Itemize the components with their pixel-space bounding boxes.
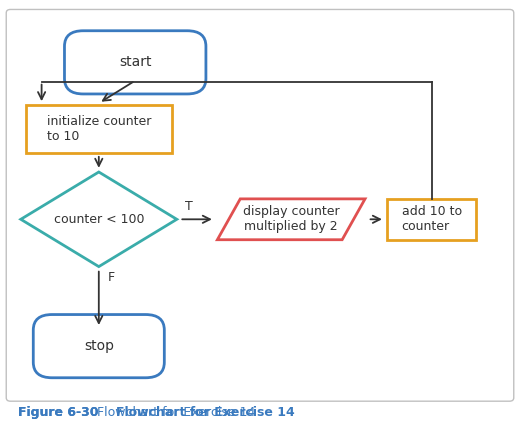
Text: start: start xyxy=(119,55,151,69)
FancyBboxPatch shape xyxy=(387,199,476,240)
FancyBboxPatch shape xyxy=(6,9,514,401)
FancyBboxPatch shape xyxy=(64,31,206,94)
Text: counter < 100: counter < 100 xyxy=(54,213,144,226)
Text: T: T xyxy=(185,200,192,213)
Text: Figure 6-30    Flowchart for Exercise 14: Figure 6-30 Flowchart for Exercise 14 xyxy=(18,406,295,419)
Text: add 10 to
counter: add 10 to counter xyxy=(401,205,462,233)
Polygon shape xyxy=(21,172,177,267)
Polygon shape xyxy=(217,199,365,240)
Text: initialize counter
to 10: initialize counter to 10 xyxy=(47,115,151,143)
Text: Figure 6-30: Figure 6-30 xyxy=(18,406,99,419)
FancyBboxPatch shape xyxy=(33,315,164,378)
Text: display counter
multiplied by 2: display counter multiplied by 2 xyxy=(243,205,340,233)
Text: Flowchart for Exercise 14: Flowchart for Exercise 14 xyxy=(81,406,255,419)
Text: stop: stop xyxy=(84,339,114,353)
FancyBboxPatch shape xyxy=(26,105,172,153)
Text: F: F xyxy=(108,271,115,284)
